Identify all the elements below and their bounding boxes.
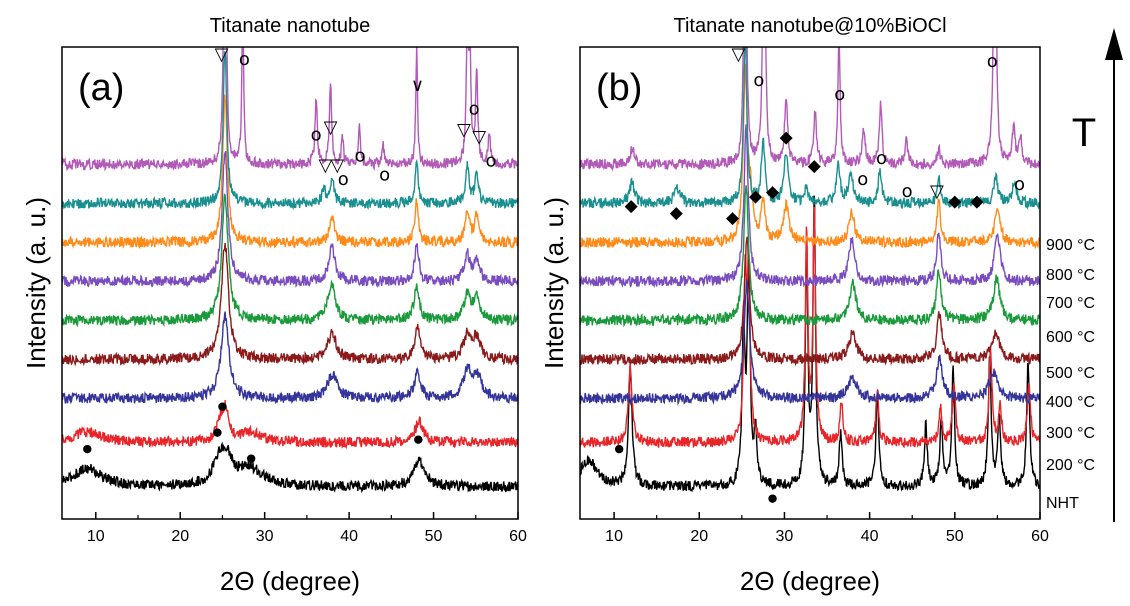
x-tick-label: 20 [171, 528, 189, 545]
peak-marker: o [379, 164, 390, 185]
panel-a-plot-area [62, 47, 518, 494]
sample-label-nht: NHT [1046, 495, 1079, 512]
series-line-nht [62, 441, 518, 494]
panel-a-y-label: Intensity (a. u.) [21, 197, 51, 369]
x-tick-label: 10 [605, 528, 623, 545]
peak-marker: o [239, 49, 250, 70]
x-tick-label: 40 [861, 528, 879, 545]
peak-marker: ● [83, 442, 93, 455]
temperature-arrow: T [1072, 28, 1123, 522]
peak-marker: ▽ [319, 155, 333, 176]
sample-label-800: 800 °C [1046, 267, 1095, 284]
peak-marker: ◆ [948, 191, 962, 211]
series-line-600-c [580, 124, 1040, 289]
peak-marker: ● [246, 451, 256, 464]
panel-b-frame [579, 46, 1041, 520]
peak-marker: o [1014, 174, 1025, 195]
series-line-800-c [62, 51, 518, 211]
panel-b-title: Titanate nanotube@10%BiOCl [673, 15, 946, 37]
peak-marker: o [987, 51, 998, 72]
peak-marker: ∨ [411, 75, 424, 96]
series-line-900-c [62, 47, 518, 172]
peak-marker: ▽ [930, 181, 944, 202]
x-tick-label: 50 [946, 528, 964, 545]
peak-marker: ◆ [780, 128, 794, 148]
sample-label-900: 900 °C [1046, 237, 1095, 254]
peak-marker: ◆ [766, 182, 780, 202]
peak-marker: ◆ [625, 196, 639, 216]
series-line-700-c [580, 62, 1040, 250]
peak-marker: ● [213, 425, 223, 438]
panel-a-x-label: 2Θ (degree) [220, 566, 360, 596]
x-tick-label: 30 [256, 528, 274, 545]
x-tick-label: 60 [1031, 528, 1049, 545]
peak-marker: o [834, 84, 845, 105]
peak-marker: ◆ [970, 191, 984, 211]
peak-marker: o [355, 146, 366, 167]
series-line-700-c [62, 94, 518, 250]
peak-marker: o [857, 169, 868, 190]
panel-b-x-axis: 10 20 30 40 50 60 [605, 512, 1049, 545]
peak-marker: ● [218, 399, 228, 412]
panel-a-title: Titanate nanotube [210, 15, 371, 37]
peak-marker: ◆ [808, 156, 822, 176]
series-line-nht [580, 195, 1040, 493]
series-line-500-c [580, 185, 1040, 328]
peak-marker: ▽ [330, 155, 344, 176]
panel-b-plot-area [580, 47, 1040, 493]
x-tick-label: 40 [340, 528, 358, 545]
sample-label-600: 600 °C [1046, 329, 1095, 346]
peak-marker: ◆ [749, 187, 763, 207]
series-line-600-c [62, 150, 518, 289]
peak-marker: ● [768, 491, 778, 504]
peak-marker: ▽ [215, 44, 229, 65]
sample-labels: 900 °C 800 °C 700 °C 600 °C 500 °C 400 °… [1046, 237, 1095, 512]
peak-marker: o [485, 150, 496, 171]
panel-b-x-label: 2Θ (degree) [740, 566, 880, 596]
series-line-300-c [62, 311, 518, 405]
peak-marker: o [902, 181, 913, 202]
series-line-300-c [580, 278, 1040, 406]
x-tick-label: 20 [690, 528, 708, 545]
series-line-800-c [580, 47, 1040, 210]
peak-marker: ▽ [324, 117, 338, 138]
sample-label-200: 200 °C [1046, 457, 1095, 474]
x-tick-label: 10 [87, 528, 105, 545]
sample-label-400: 400 °C [1046, 394, 1095, 411]
series-line-200-c [580, 206, 1040, 449]
panel-b: Titanate nanotube@10%BiOCl (b) 10 20 30 40 5… [539, 15, 1049, 596]
panel-a-label: (a) [78, 67, 124, 109]
series-line-200-c [62, 400, 518, 450]
x-tick-label: 30 [776, 528, 794, 545]
x-tick-label: 60 [509, 528, 527, 545]
peak-marker: ● [414, 432, 424, 445]
peak-marker: ▽ [732, 44, 746, 65]
peak-marker: ◆ [726, 208, 740, 228]
panel-a: Titanate nanotube (a) 10 20 30 40 50 60 2Θ (d… [21, 15, 527, 596]
panel-a-x-axis: 10 20 30 40 50 60 [87, 512, 527, 545]
sample-label-300: 300 °C [1046, 425, 1095, 442]
panel-b-label: (b) [596, 67, 642, 109]
series-line-900-c [580, 47, 1040, 172]
series-line-500-c [62, 193, 518, 328]
peak-marker: ▽ [457, 120, 471, 141]
sample-label-700: 700 °C [1046, 295, 1095, 312]
series-line-400-c [62, 243, 518, 367]
x-tick-label: 50 [425, 528, 443, 545]
peak-marker: ▽ [472, 127, 486, 148]
peak-marker: ● [614, 442, 624, 455]
sample-label-500: 500 °C [1046, 365, 1095, 382]
panel-a-frame [61, 46, 519, 520]
peak-marker: o [876, 148, 887, 169]
temperature-arrow-label: T [1072, 111, 1096, 155]
series-line-400-c [580, 236, 1040, 367]
panel-b-y-label: Intensity (a. u.) [539, 197, 569, 369]
peak-marker: ◆ [670, 203, 684, 223]
peak-marker: o [338, 169, 349, 190]
peak-marker: o [469, 98, 480, 119]
peak-marker: o [311, 124, 322, 145]
arrow-up-icon [1105, 28, 1123, 60]
peak-marker: o [753, 70, 764, 91]
